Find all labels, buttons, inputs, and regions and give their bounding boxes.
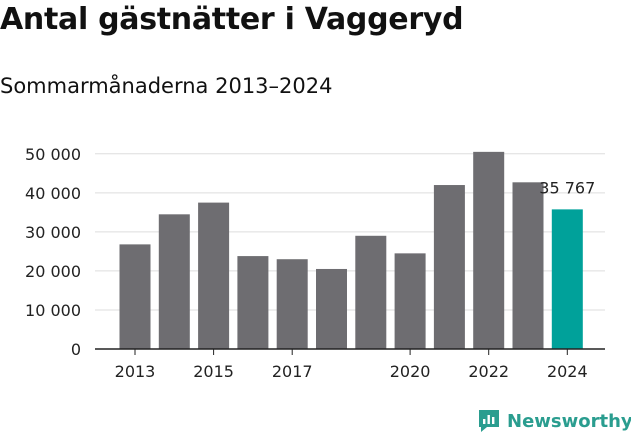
bar-2022 <box>473 151 505 349</box>
data-label: 35 767 <box>539 178 595 197</box>
chart-subtitle: Sommarmånaderna 2013–2024 <box>0 74 333 98</box>
bar-2017 <box>276 259 308 349</box>
bar-2024 <box>551 209 583 349</box>
newsworthy-icon <box>479 410 499 432</box>
y-tick-label: 40 000 <box>25 184 81 203</box>
x-tick-label: 2017 <box>272 362 313 381</box>
y-tick-label: 30 000 <box>25 223 81 242</box>
y-tick-label: 50 000 <box>25 145 81 164</box>
bar-2021 <box>433 185 465 349</box>
bar-2018 <box>316 268 347 349</box>
bar-2015 <box>198 202 230 349</box>
y-tick-label: 20 000 <box>25 262 81 281</box>
y-tick-label: 0 <box>71 340 81 359</box>
bar-2020 <box>394 253 426 349</box>
x-tick-label: 2015 <box>193 362 234 381</box>
bar-2019 <box>355 235 387 349</box>
bar-2013 <box>119 244 151 349</box>
x-tick-label: 2013 <box>115 362 156 381</box>
x-tick-label: 2020 <box>390 362 431 381</box>
newsworthy-logo: Newsworthy <box>477 408 631 434</box>
bar-2014 <box>158 214 190 349</box>
x-tick-label: 2022 <box>468 362 509 381</box>
y-tick-label: 10 000 <box>25 301 81 320</box>
brand-name: Newsworthy <box>507 410 631 432</box>
x-tick-label: 2024 <box>547 362 588 381</box>
bar-2016 <box>237 256 269 349</box>
bar-2023 <box>512 182 544 349</box>
chart-title: Antal gästnätter i Vaggeryd <box>0 2 464 37</box>
